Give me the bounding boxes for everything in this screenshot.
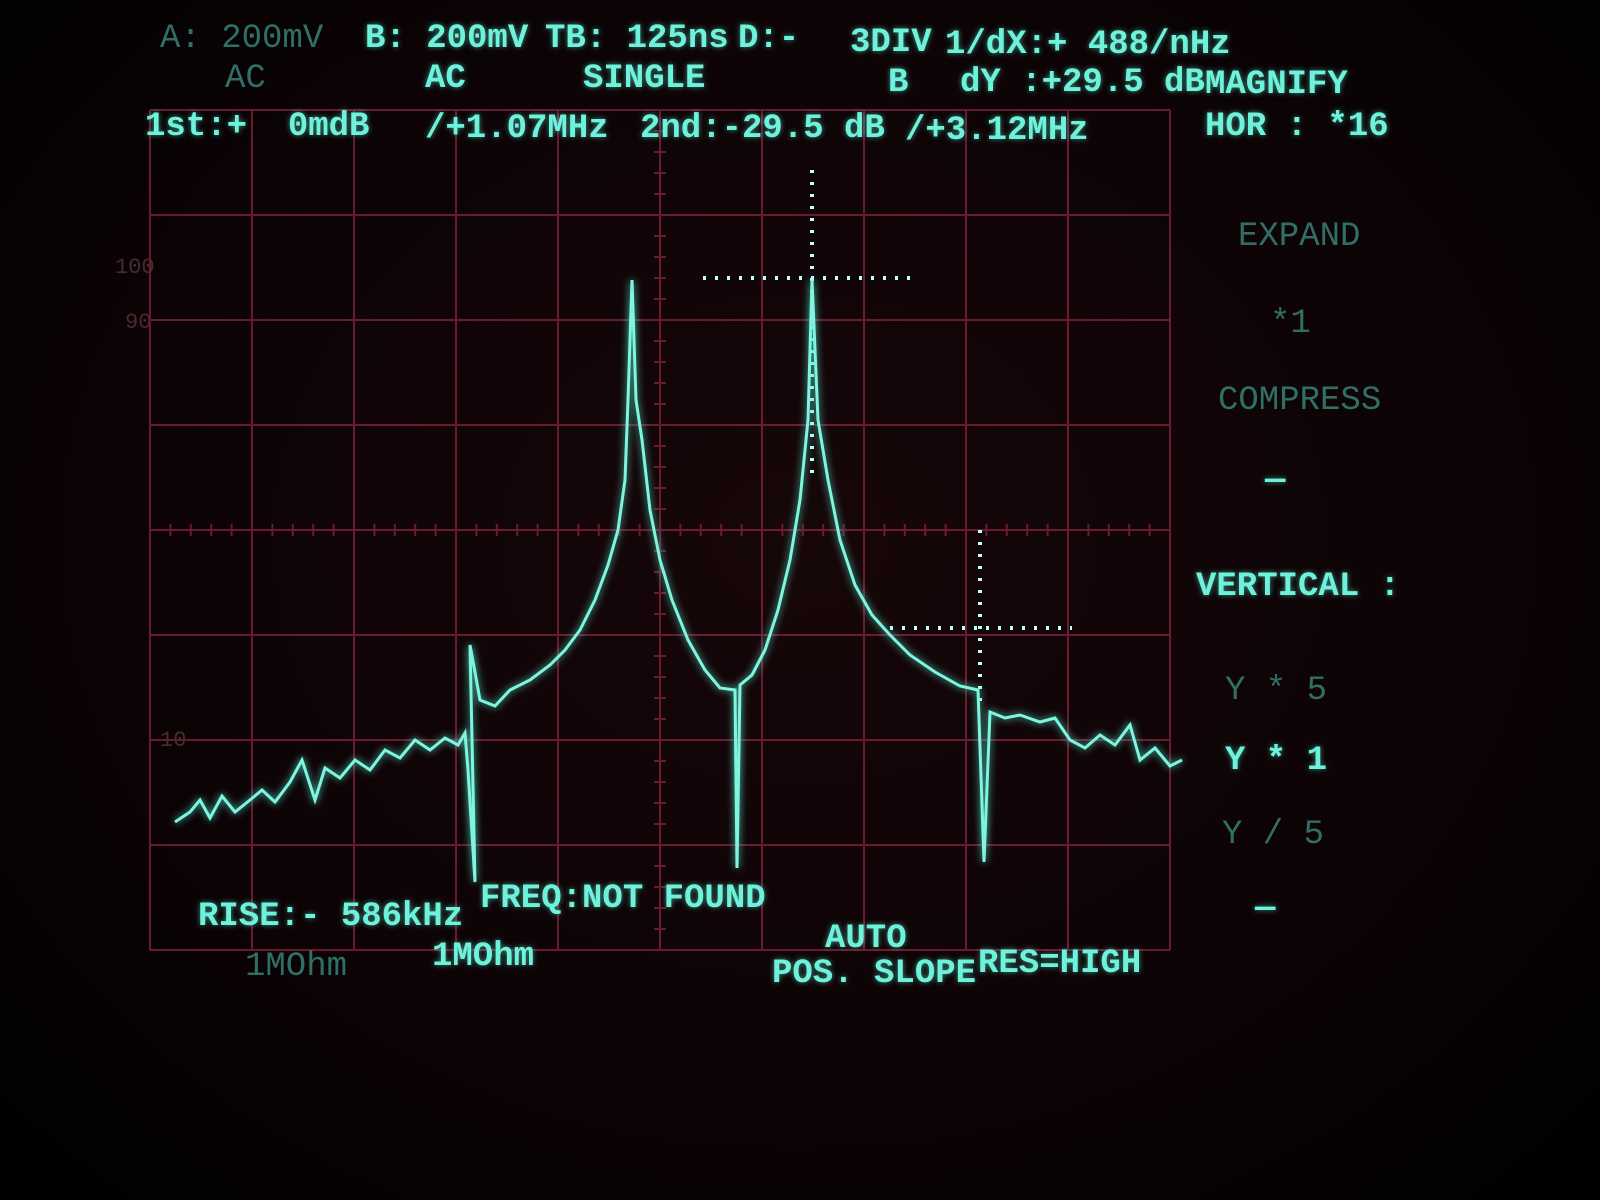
grid-label: 10 [160, 728, 187, 753]
status-text: 3DIV [850, 24, 932, 62]
status-text: A: 200mV [160, 20, 324, 58]
trigger-text: AUTO [825, 920, 907, 958]
spectrum-trace [174, 279, 1183, 883]
measure-text: RISE:- 586kHz [198, 898, 464, 936]
status-text: D:- [738, 20, 800, 58]
menu-item[interactable]: — [1255, 890, 1276, 928]
trigger-text: POS. SLOPE [772, 955, 977, 993]
status-text: MAGNIFY [1205, 66, 1348, 104]
input-text: 1MOhm [432, 938, 535, 976]
marker-text: 2nd:-29.5 dB [640, 110, 885, 148]
status-text: AC [425, 60, 466, 98]
menu-item[interactable]: Y * 5 [1225, 672, 1328, 710]
status-text: TB: 125ns [545, 20, 729, 58]
marker-text: HOR : *16 [1205, 108, 1389, 146]
marker-text: /+1.07MHz [425, 110, 609, 148]
grid-label: 100 [115, 255, 155, 280]
grid-label: 90 [125, 310, 152, 335]
status-text: AC [225, 60, 266, 98]
marker-text: /+3.12MHz [905, 112, 1089, 150]
menu-item[interactable]: EXPAND [1238, 218, 1361, 256]
marker-text: 1st:+ 0mdB [145, 108, 370, 146]
status-text: B [888, 64, 909, 102]
menu-heading: VERTICAL : [1196, 568, 1401, 606]
menu-item[interactable]: COMPRESS [1218, 382, 1382, 420]
input-text: 1MOhm [245, 948, 348, 986]
menu-item[interactable]: Y / 5 [1222, 816, 1325, 854]
menu-item[interactable]: Y * 1 [1225, 742, 1328, 780]
cursors [703, 170, 1072, 705]
graticule [149, 109, 1171, 951]
status-text: 1/dX:+ 488/nHz [945, 26, 1231, 64]
menu-item[interactable]: — [1265, 462, 1286, 500]
trigger-text: RES=HIGH [978, 945, 1142, 983]
status-text: B: 200mV [365, 20, 529, 58]
measure-text: FREQ:NOT FOUND [480, 880, 766, 918]
menu-item[interactable]: *1 [1270, 305, 1311, 343]
status-text: dY :+29.5 dB [960, 64, 1205, 102]
status-text: SINGLE [583, 60, 706, 98]
